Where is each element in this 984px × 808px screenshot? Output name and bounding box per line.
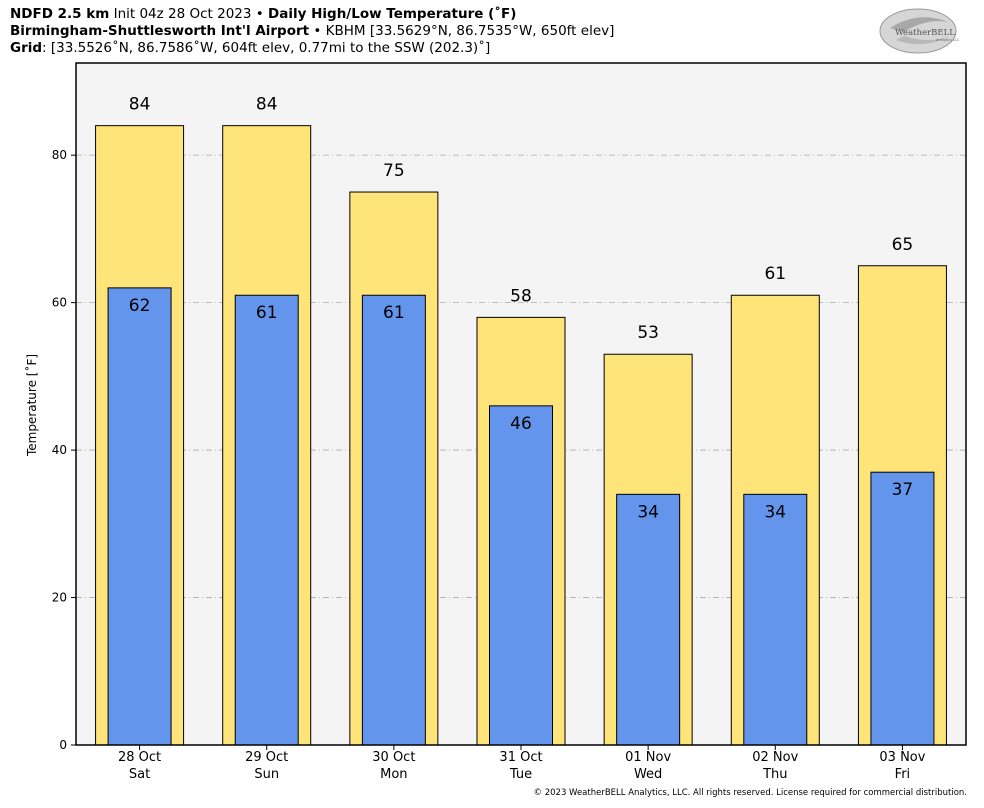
y-tick-label: 60: [52, 296, 67, 310]
x-tick-label: 29 Oct: [245, 750, 288, 765]
y-axis-label-wrap: Temperature [˚F]: [24, 340, 40, 470]
low-temp-label: 37: [892, 480, 914, 500]
y-axis-ticks: 0 20 40 60 80: [52, 148, 76, 752]
bars: [95, 125, 947, 746]
low-temp-bar: [361, 294, 426, 746]
y-axis-label: Temperature [˚F]: [25, 353, 39, 457]
low-temp-label: 46: [510, 414, 532, 434]
y-tick-label: 20: [52, 591, 67, 605]
low-temp-bar: [743, 493, 808, 746]
high-temp-label: 84: [256, 95, 278, 115]
low-temp-label: 61: [256, 303, 278, 323]
weatherbell-logo: WeatherBELL Analytics LLC: [879, 8, 960, 54]
low-temp-bar: [870, 471, 935, 746]
chart-title: NDFD 2.5 km Init 04z 28 Oct 2023 • Daily…: [10, 6, 517, 22]
x-tick-label: Sun: [254, 767, 279, 782]
x-tick-label: 02 Nov: [752, 750, 798, 765]
station-line: Birmingham-Shuttlesworth Int'l Airport •…: [10, 23, 615, 39]
low-temp-label: 34: [637, 502, 659, 522]
high-temp-label: 84: [129, 95, 151, 115]
x-tick-label: Wed: [634, 767, 662, 782]
x-tick-label: 01 Nov: [625, 750, 671, 765]
high-temp-label: 53: [637, 323, 659, 343]
x-tick-label: Mon: [380, 767, 407, 782]
logo-subtext: Analytics LLC: [936, 38, 960, 42]
y-tick-label: 80: [52, 148, 67, 162]
low-temp-label: 61: [383, 303, 405, 323]
high-temp-label: 61: [764, 264, 786, 284]
low-temp-bar: [234, 294, 299, 746]
x-tick-label: Fri: [895, 767, 911, 782]
low-temp-label: 62: [129, 296, 151, 316]
logo-text: WeatherBELL: [895, 28, 955, 38]
x-tick-label: 30 Oct: [372, 750, 415, 765]
low-temp-bar: [489, 405, 553, 746]
x-tick-label: Thu: [762, 767, 787, 782]
x-tick-label: 28 Oct: [118, 750, 161, 765]
x-tick-label: 03 Nov: [879, 750, 925, 765]
low-temp-bar: [616, 493, 681, 746]
low-temp-bar: [107, 287, 172, 746]
high-temp-label: 75: [383, 161, 405, 181]
x-tick-label: Tue: [509, 767, 532, 782]
plot-frame: [75, 62, 967, 746]
y-tick-label: 0: [59, 738, 67, 752]
low-temp-label: 34: [764, 502, 786, 522]
copyright-notice: © 2023 WeatherBELL Analytics, LLC. All r…: [533, 788, 967, 798]
x-tick-label: Sat: [129, 767, 150, 782]
high-temp-label: 58: [510, 286, 532, 306]
high-temp-label: 65: [892, 235, 914, 255]
x-tick-label: 31 Oct: [499, 750, 542, 765]
x-axis-ticks: 28 Oct Sat 29 Oct Sun 30 Oct Mon 31 Oct Tue 01 N…: [118, 745, 926, 782]
grid-line: Grid: [33.5526˚N, 86.7586˚W, 604ft elev,…: [10, 40, 491, 56]
y-tick-label: 40: [52, 443, 67, 457]
data-labels: 84 62 84 61 75 61 58 46 53 34 61 34 65 37: [129, 95, 913, 523]
